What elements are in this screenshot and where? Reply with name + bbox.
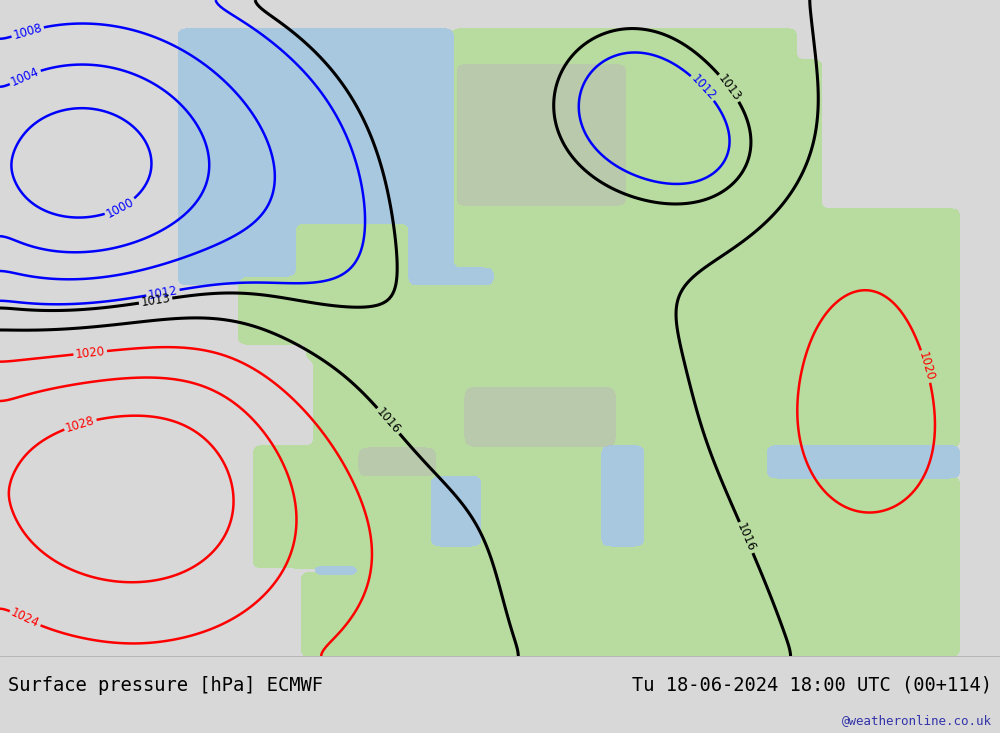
Text: 1020: 1020 bbox=[75, 345, 106, 361]
Text: 1013: 1013 bbox=[715, 72, 744, 103]
Text: 1004: 1004 bbox=[9, 65, 41, 89]
Text: @weatheronline.co.uk: @weatheronline.co.uk bbox=[842, 714, 992, 727]
Text: 1024: 1024 bbox=[9, 606, 41, 630]
Text: Surface pressure [hPa] ECMWF: Surface pressure [hPa] ECMWF bbox=[8, 676, 323, 695]
Text: 1012: 1012 bbox=[147, 284, 179, 302]
Text: 1020: 1020 bbox=[916, 350, 936, 383]
Text: 1028: 1028 bbox=[64, 413, 96, 435]
Text: 1016: 1016 bbox=[734, 521, 758, 554]
Text: 1012: 1012 bbox=[688, 73, 718, 103]
Text: 1008: 1008 bbox=[12, 21, 44, 42]
Text: 1013: 1013 bbox=[140, 292, 171, 309]
Text: Tu 18-06-2024 18:00 UTC (00+114): Tu 18-06-2024 18:00 UTC (00+114) bbox=[632, 676, 992, 695]
Text: 1016: 1016 bbox=[374, 405, 403, 436]
Text: 1000: 1000 bbox=[104, 195, 136, 221]
